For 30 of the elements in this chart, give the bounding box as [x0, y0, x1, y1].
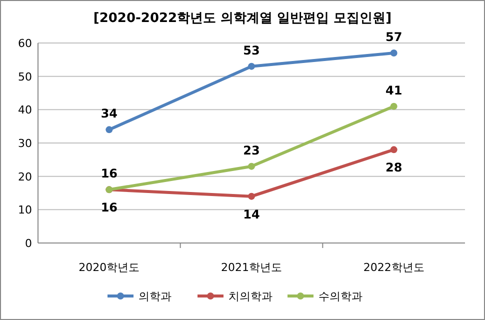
point: [390, 50, 398, 56]
y-tick-label: 50: [18, 70, 32, 84]
point: [390, 146, 398, 154]
data-label: 53: [243, 43, 260, 58]
legend-label: 의학과: [138, 290, 172, 303]
data-label: 14: [243, 207, 260, 222]
data-label: 16: [100, 166, 118, 181]
y-tick-label: 0: [25, 237, 32, 250]
legend-label: 치의학과: [228, 290, 272, 303]
point: [248, 162, 255, 170]
data-label: 23: [243, 143, 260, 158]
data-label: 28: [385, 160, 402, 175]
legend-label: 수의학과: [318, 290, 362, 303]
point: [248, 62, 255, 70]
data-label: 41: [385, 83, 402, 98]
point: [248, 192, 255, 200]
x-tick-label: 2022학년도: [363, 261, 424, 274]
data-label: 16: [100, 200, 118, 215]
y-tick-label: 40: [18, 104, 32, 117]
data-label: 57: [385, 30, 402, 44]
title: [2020-2022학년도 의학계열 일반편입 모집인원]: [93, 11, 392, 26]
point: [106, 126, 113, 134]
y-tick-label: 10: [18, 204, 32, 217]
y-tick-label: 20: [18, 170, 32, 184]
data-label: 34: [100, 106, 118, 121]
y-tick-label: 60: [18, 37, 32, 50]
y-tick-label: 30: [18, 137, 32, 150]
point: [390, 102, 398, 110]
x-tick-label: 2020학년도: [78, 261, 140, 274]
x-tick-label: 2021학년도: [221, 261, 282, 274]
